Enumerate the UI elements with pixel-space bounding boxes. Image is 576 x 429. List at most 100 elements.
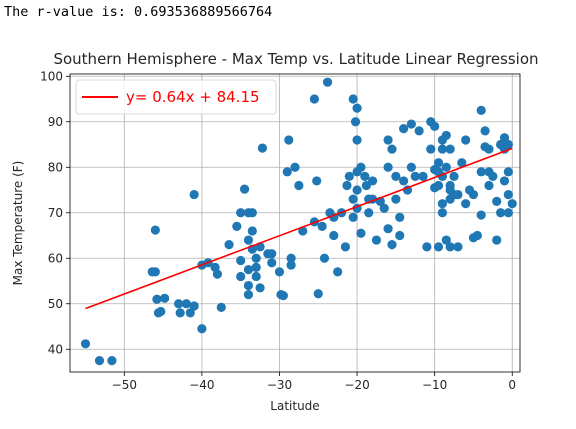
data-point [503, 167, 513, 177]
data-point [348, 94, 358, 104]
data-point [189, 301, 199, 311]
data-point [150, 267, 160, 277]
data-point [383, 224, 393, 234]
data-point [251, 262, 261, 272]
data-point [480, 126, 490, 136]
data-point [312, 176, 322, 186]
data-point [360, 171, 370, 181]
data-point [488, 171, 498, 181]
data-point [236, 208, 246, 218]
legend-box [75, 79, 277, 115]
y-tick-label: 100 [40, 69, 63, 83]
data-point [344, 171, 354, 181]
x-tick-label: −50 [112, 378, 137, 392]
data-point [379, 203, 389, 213]
data-point [251, 271, 261, 282]
data-point [492, 235, 502, 245]
data-point [437, 199, 448, 209]
data-point [484, 180, 494, 191]
data-point [461, 135, 471, 145]
data-point [484, 144, 494, 154]
data-point [433, 180, 444, 191]
data-point [437, 208, 448, 218]
data-point [152, 294, 162, 304]
data-point [414, 126, 424, 136]
plot-frame [69, 73, 521, 373]
data-point [468, 189, 479, 200]
data-point [449, 171, 459, 181]
data-point [499, 133, 510, 143]
chart-title: Southern Hemisphere - Max Temp vs. Latit… [53, 50, 538, 68]
data-point [507, 199, 517, 209]
data-point [461, 199, 471, 209]
data-point [418, 171, 428, 181]
data-point [322, 77, 333, 87]
data-point [267, 249, 277, 259]
data-point [350, 117, 361, 127]
data-point [457, 158, 467, 168]
data-point [391, 171, 401, 181]
data-point [212, 269, 223, 279]
data-point [395, 212, 405, 222]
data-point [387, 240, 397, 250]
data-point [503, 208, 513, 218]
data-point [445, 242, 455, 252]
data-point [313, 289, 323, 299]
data-point [150, 225, 160, 235]
data-point [430, 121, 440, 131]
data-point [174, 299, 184, 309]
data-point [453, 189, 463, 200]
y-tick-label: 50 [48, 297, 63, 311]
x-axis-label: Latitude [270, 399, 319, 413]
data-point [383, 135, 393, 145]
y-tick-label: 80 [48, 160, 63, 174]
data-point [197, 324, 207, 334]
data-point [476, 210, 486, 220]
data-point [274, 267, 285, 277]
data-point [257, 143, 268, 153]
data-point [284, 135, 294, 145]
data-point [367, 176, 378, 186]
axis-ticks: −50 −40 −30 −20 −10 0 40 50 60 70 80 90 100 [40, 69, 516, 392]
x-tick-label: −40 [189, 378, 214, 392]
data-point [352, 185, 362, 195]
data-point [340, 242, 351, 252]
data-point [247, 226, 257, 236]
data-point [80, 339, 91, 349]
data-point [286, 260, 296, 270]
data-point [239, 184, 250, 194]
data-point [492, 196, 502, 206]
data-point [352, 103, 362, 113]
data-point [317, 221, 327, 232]
data-point [160, 293, 170, 303]
data-point [399, 176, 409, 186]
data-point [472, 230, 482, 241]
data-point [243, 280, 254, 291]
data-point [247, 208, 257, 218]
y-axis-label: Max Temperature (F) [11, 161, 25, 286]
grid [70, 74, 520, 372]
data-point [286, 253, 296, 263]
data-point [433, 158, 444, 168]
data-point [371, 235, 382, 245]
data-point [278, 290, 288, 301]
data-point [236, 271, 246, 282]
data-point [391, 194, 401, 204]
data-point [267, 258, 277, 268]
data-point [251, 253, 261, 263]
y-tick-label: 60 [48, 251, 63, 265]
r-value-output: The r-value is: 0.693536889566764 [4, 4, 273, 20]
data-point [356, 228, 366, 238]
data-point [189, 189, 199, 200]
data-point [294, 180, 304, 191]
y-tick-label: 40 [48, 342, 63, 356]
data-point [422, 242, 432, 252]
data-point [364, 208, 374, 218]
y-tick-label: 70 [48, 206, 63, 220]
data-point [243, 290, 254, 300]
data-point [476, 167, 486, 177]
data-point [426, 144, 436, 154]
data-point [499, 176, 510, 186]
data-point [181, 299, 191, 309]
